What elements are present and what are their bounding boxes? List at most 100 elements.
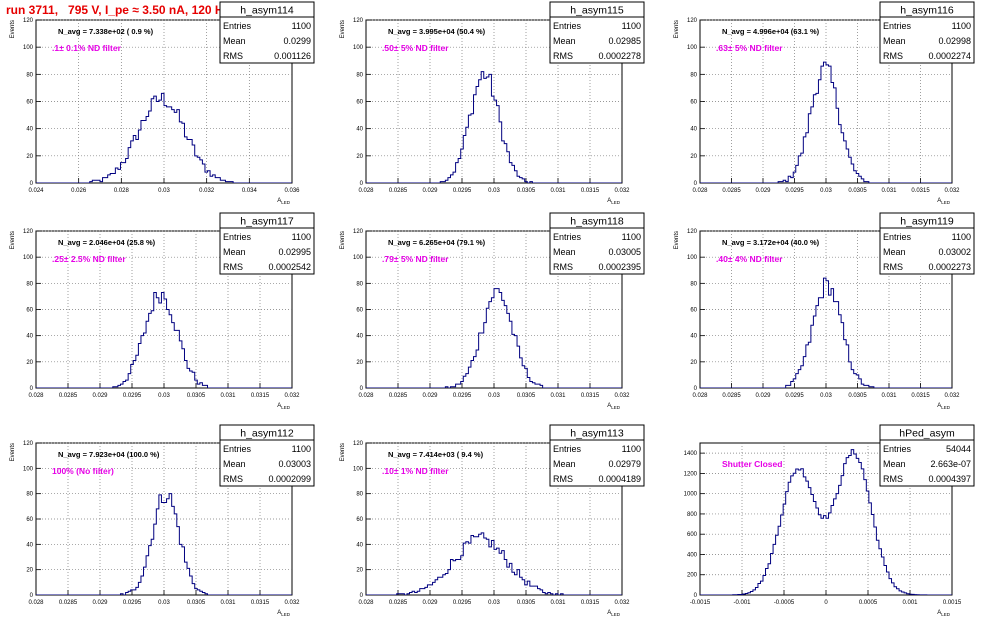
stats-box: h_asym118 Entries 1100 Mean 0.03005 RMS 0.0002… xyxy=(549,212,645,275)
x-tick-label: 0.0315 xyxy=(581,393,600,399)
stats-label: Mean xyxy=(883,459,906,469)
x-tick-label: 0.031 xyxy=(550,188,566,194)
stats-value: 1100 xyxy=(622,21,641,31)
stats-body xyxy=(879,439,975,487)
x-tick-label: 0.0305 xyxy=(187,393,206,399)
y-tick-label: 0 xyxy=(694,386,698,392)
x-tick-label: 0.029 xyxy=(422,600,438,606)
x-tick-label: 0.032 xyxy=(614,600,630,606)
stats-value: 1100 xyxy=(622,444,641,454)
y-tick-label: 40 xyxy=(690,127,697,133)
y-axis-label: Events xyxy=(10,20,16,38)
stats-value: 0.0002542 xyxy=(268,262,311,272)
x-tick-label: 0.031 xyxy=(881,188,897,194)
x-tick-label: 0.029 xyxy=(755,393,771,399)
stats-box: h_asym115 Entries 1100 Mean 0.02985 RMS 0.0002… xyxy=(549,1,645,64)
stats-body xyxy=(879,227,975,275)
y-tick-label: 120 xyxy=(23,18,34,24)
stats-body xyxy=(219,439,315,487)
x-axis-label: ALED xyxy=(937,403,951,410)
stats-body xyxy=(219,227,315,275)
stats-value: 54044 xyxy=(946,444,971,454)
histogram-name: h_asym117 xyxy=(240,216,294,228)
histogram-series xyxy=(700,449,952,595)
stats-value: 1100 xyxy=(292,21,311,31)
stats-label: RMS xyxy=(883,262,903,272)
x-tick-label: 0 xyxy=(824,600,828,606)
y-tick-label: 20 xyxy=(690,154,697,160)
histogram-series xyxy=(700,277,952,388)
y-tick-label: 80 xyxy=(26,72,33,78)
x-tick-label: 0.0315 xyxy=(251,600,270,606)
navg-annotation: N_avg = 3.995e+04 (50.4 %) xyxy=(388,27,486,36)
x-tick-label: 0.03 xyxy=(158,393,170,399)
x-tick-label: 0.0305 xyxy=(517,188,536,194)
y-tick-label: 0 xyxy=(694,593,698,599)
stats-label: RMS xyxy=(223,51,243,61)
stats-label: RMS xyxy=(883,51,903,61)
x-tick-label: 0.032 xyxy=(199,188,215,194)
x-tick-label: 0.0315 xyxy=(911,393,930,399)
stats-label: Entries xyxy=(223,232,252,242)
y-tick-label: 1400 xyxy=(684,451,698,457)
stats-label: Entries xyxy=(223,444,252,454)
y-tick-label: 0 xyxy=(30,593,34,599)
y-tick-label: 100 xyxy=(23,466,34,472)
histogram-series xyxy=(700,61,952,183)
x-tick-label: 0.0305 xyxy=(517,393,536,399)
x-tick-label: 0.0315 xyxy=(581,600,600,606)
histogram-name: h_asym116 xyxy=(900,5,954,17)
stats-value: 1100 xyxy=(292,232,311,242)
histogram-panel-h_asym118: 0.028 0.0285 0.029 0.0295 0.03 0.0305 0.031 0.0… xyxy=(340,212,645,410)
stats-value: 0.0299 xyxy=(283,36,311,46)
x-tick-label: 0.028 xyxy=(692,188,708,194)
x-tick-label: 0.032 xyxy=(614,393,630,399)
y-tick-label: 60 xyxy=(26,308,33,314)
x-tick-label: 0.0015 xyxy=(943,600,962,606)
x-axis-label: ALED xyxy=(277,610,291,617)
stats-label: RMS xyxy=(223,474,243,484)
histogram-panel-h_asym119: 0.028 0.0285 0.029 0.0295 0.03 0.0305 0.031 0.0… xyxy=(674,212,975,410)
stats-label: Mean xyxy=(223,459,246,469)
y-tick-label: 20 xyxy=(356,154,363,160)
x-tick-label: 0.024 xyxy=(28,188,44,194)
x-tick-label: 0.03 xyxy=(488,188,500,194)
x-tick-label: 0.0285 xyxy=(389,600,408,606)
x-tick-label: 0.032 xyxy=(944,188,960,194)
filter-label: Shutter Closed xyxy=(722,459,782,469)
histogram-series xyxy=(36,493,292,595)
filter-label: .79± 5% ND filter xyxy=(382,254,449,264)
x-axis-label: ALED xyxy=(607,610,621,617)
histogram-name: hPed_asym xyxy=(899,428,955,440)
y-tick-label: 100 xyxy=(687,255,698,261)
x-tick-label: 0.0285 xyxy=(389,188,408,194)
x-tick-label: -0.0005 xyxy=(774,600,795,606)
stats-value: 0.0004397 xyxy=(928,474,971,484)
x-tick-label: 0.036 xyxy=(284,188,300,194)
y-tick-label: 100 xyxy=(353,466,364,472)
y-tick-label: 100 xyxy=(353,255,364,261)
filter-label: .25± 2.5% ND filter xyxy=(52,254,126,264)
stats-body xyxy=(549,439,645,487)
stats-body xyxy=(549,227,645,275)
y-tick-label: 120 xyxy=(353,18,364,24)
x-tick-label: 0.0305 xyxy=(187,600,206,606)
x-tick-label: 0.028 xyxy=(114,188,130,194)
y-tick-label: 0 xyxy=(30,181,34,187)
x-tick-label: 0.028 xyxy=(358,600,374,606)
y-tick-label: 1000 xyxy=(684,492,698,498)
x-tick-label: 0.03 xyxy=(158,600,170,606)
y-tick-label: 120 xyxy=(353,441,364,447)
x-tick-label: 0.0295 xyxy=(785,188,804,194)
x-tick-label: 0.031 xyxy=(220,600,236,606)
stats-box: h_asym113 Entries 1100 Mean 0.02979 RMS 0.0004… xyxy=(549,424,645,487)
y-axis-label: Events xyxy=(340,443,346,461)
y-tick-label: 120 xyxy=(687,18,698,24)
stats-label: Mean xyxy=(223,247,246,257)
x-tick-label: 0.0305 xyxy=(848,188,867,194)
histogram-name: h_asym114 xyxy=(240,5,294,17)
x-tick-label: 0.03 xyxy=(488,393,500,399)
y-tick-label: 80 xyxy=(356,281,363,287)
x-tick-label: 0.0295 xyxy=(123,600,142,606)
y-tick-label: 20 xyxy=(356,568,363,574)
